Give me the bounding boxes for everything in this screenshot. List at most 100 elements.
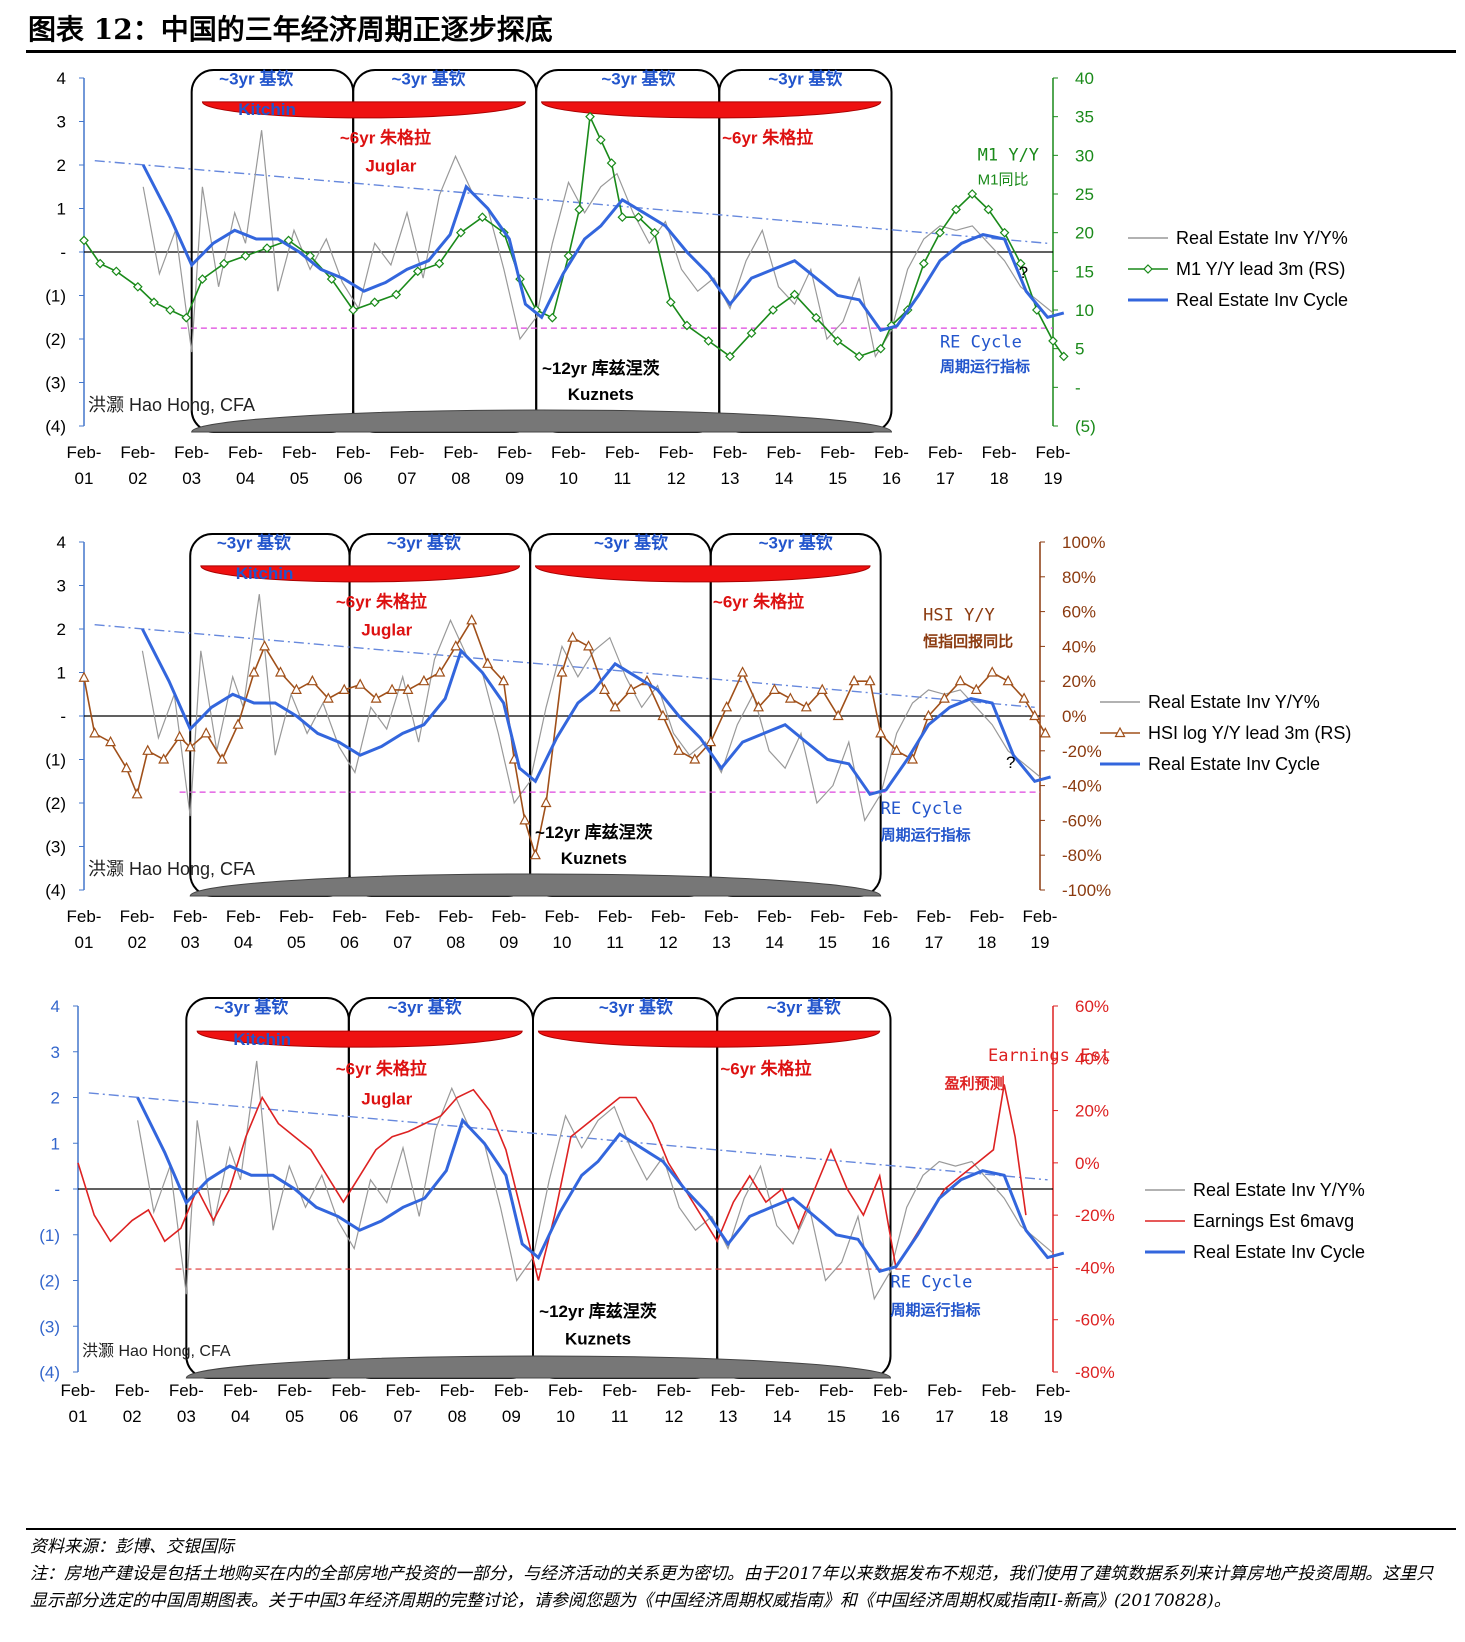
x-tick-label-month: Feb- — [969, 907, 1004, 926]
x-tick-label-month: Feb- — [438, 907, 473, 926]
series-point — [482, 657, 494, 668]
legend-label: Real Estate Inv Y/Y% — [1193, 1180, 1365, 1200]
x-tick-label-month: Feb- — [61, 1381, 96, 1400]
x-tick-label-year: 01 — [75, 469, 94, 488]
annotation: ~3yr 基钦 — [217, 533, 291, 553]
right-tick-label: -20% — [1062, 742, 1102, 761]
left-tick-label: 3 — [57, 113, 66, 132]
x-tick-label-year: 14 — [765, 933, 784, 952]
series-point — [954, 674, 966, 686]
right-tick-label: (5) — [1075, 417, 1096, 436]
series-point — [322, 692, 334, 703]
series-point — [434, 258, 445, 269]
x-tick-label-month: Feb- — [494, 1381, 529, 1400]
x-tick-label-month: Feb- — [390, 443, 425, 462]
legend-label: Real Estate Inv Y/Y% — [1148, 692, 1320, 712]
x-tick-label-year: 04 — [231, 1407, 250, 1426]
x-tick-label-year: 04 — [234, 933, 253, 952]
x-tick-label-month: Feb- — [982, 443, 1017, 462]
legend-label: Real Estate Inv Cycle — [1176, 290, 1348, 310]
annotation: Kuznets — [561, 849, 627, 868]
series-point — [197, 274, 208, 284]
x-tick-label-year: 11 — [611, 1407, 629, 1426]
series-point — [986, 666, 998, 677]
annotation: RE Cycle — [881, 799, 963, 819]
annotation: ~12yr 库兹涅茨 — [535, 822, 653, 842]
x-tick-label-month: Feb- — [67, 907, 102, 926]
juglar-band — [200, 565, 521, 583]
right-tick-label: - — [1075, 378, 1081, 397]
series-point — [259, 640, 271, 651]
right-tick-label: 0% — [1062, 707, 1087, 726]
series-point — [418, 674, 430, 686]
x-tick-label-month: Feb- — [497, 443, 532, 462]
series-point — [219, 258, 229, 269]
x-tick-label-month: Feb- — [820, 443, 855, 462]
x-tick-label-year: 10 — [556, 1407, 575, 1426]
series-point — [354, 678, 366, 689]
series-point — [149, 297, 159, 308]
x-tick-label-month: Feb- — [1036, 443, 1071, 462]
left-tick-label: 1 — [51, 1134, 60, 1153]
series-point — [120, 761, 132, 773]
cycle-frame — [716, 997, 892, 1379]
series-point — [78, 671, 90, 682]
x-tick-label-year: 12 — [659, 933, 678, 952]
annotation: ~3yr 基钦 — [391, 69, 465, 89]
trend-line — [88, 1092, 1048, 1181]
series-point — [165, 305, 175, 315]
x-tick-label-month: Feb- — [545, 907, 580, 926]
x-tick-label-year: 19 — [1044, 469, 1063, 488]
x-tick-label-month: Feb- — [704, 907, 739, 926]
x-tick-label-year: 15 — [818, 933, 837, 952]
cycle-frame — [709, 533, 882, 897]
series-point — [875, 343, 886, 354]
x-tick-label-month: Feb- — [605, 443, 640, 462]
x-tick-label-year: 03 — [182, 469, 201, 488]
x-tick-label-year: 17 — [924, 933, 943, 952]
x-tick-label-year: 14 — [774, 469, 793, 488]
left-tick-label: 2 — [57, 620, 66, 639]
annotation: RE Cycle — [891, 1272, 973, 1292]
series-point — [290, 683, 302, 694]
x-tick-label-month: Feb- — [863, 907, 898, 926]
left-tick-label: 3 — [57, 577, 66, 596]
right-tick-label: 20% — [1062, 672, 1096, 691]
series-point — [1015, 258, 1026, 269]
x-tick-label-year: 17 — [935, 1407, 954, 1426]
annotation: M1同比 — [978, 172, 1029, 189]
x-tick-label-year: 15 — [827, 1407, 846, 1426]
x-tick-label-year: 07 — [394, 1407, 413, 1426]
annotation: HSI Y/Y — [923, 605, 995, 625]
series-point — [753, 701, 765, 712]
series-point — [338, 683, 350, 694]
series-point — [617, 212, 628, 223]
x-tick-label-year: 19 — [1044, 1407, 1063, 1426]
left-tick-label: 1 — [57, 664, 66, 683]
series-point — [519, 814, 531, 825]
x-tick-label-year: 19 — [1031, 933, 1050, 952]
x-tick-label-month: Feb- — [757, 907, 792, 926]
annotation: Kitchin — [238, 100, 296, 119]
x-tick-label-year: 09 — [499, 933, 518, 952]
series-line — [83, 618, 1046, 856]
annotation: ? — [1006, 753, 1015, 772]
series-point — [1039, 727, 1051, 738]
series-point — [455, 227, 466, 238]
right-tick-label: 35 — [1075, 108, 1094, 127]
juglar-band — [196, 1030, 523, 1048]
series-point — [556, 666, 568, 677]
annotation: ~12yr 库兹涅茨 — [539, 1301, 657, 1321]
legend-label: Real Estate Inv Y/Y% — [1176, 228, 1348, 248]
right-tick-label: 30 — [1075, 146, 1094, 165]
x-tick-label-month: Feb- — [656, 1381, 691, 1400]
x-tick-label-month: Feb- — [819, 1381, 854, 1400]
series-point — [306, 674, 318, 686]
annotation: ~3yr 基钦 — [768, 69, 842, 89]
left-tick-label: 4 — [51, 997, 60, 1016]
x-tick-label-year: 06 — [339, 1407, 358, 1426]
x-tick-label-month: Feb- — [659, 443, 694, 462]
series-point — [181, 312, 192, 323]
title-rule — [26, 50, 1456, 53]
annotation: ~3yr 基钦 — [767, 997, 841, 1017]
